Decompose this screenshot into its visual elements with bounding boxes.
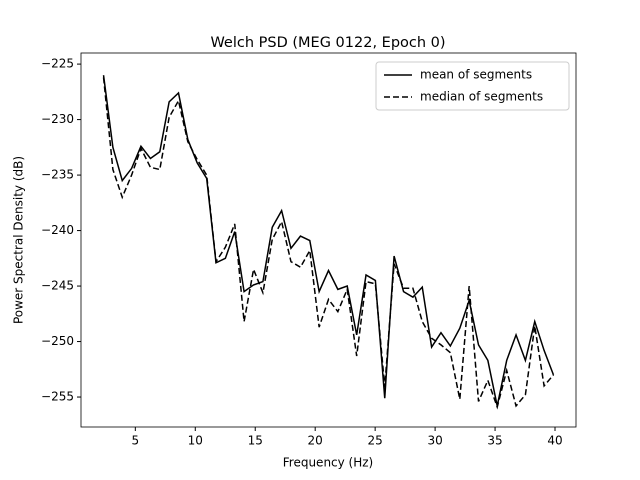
- y-tick-label: −240: [41, 223, 74, 237]
- chart-title: Welch PSD (MEG 0122, Epoch 0): [210, 35, 445, 51]
- series-line: [102, 77, 555, 410]
- x-tick-label: 25: [368, 434, 383, 448]
- plot-frame: [80, 52, 577, 428]
- y-tick-label: −255: [41, 390, 74, 404]
- series-line: [102, 75, 555, 407]
- y-tick-label: −230: [41, 112, 74, 126]
- y-tick-label: −225: [41, 57, 74, 71]
- x-tick-label: 10: [188, 434, 203, 448]
- legend-box: [375, 61, 570, 111]
- x-tick-label: 40: [547, 434, 562, 448]
- y-axis-label: Power Spectral Density (dB): [12, 156, 26, 324]
- y-tick-label: −235: [41, 168, 74, 182]
- x-axis-label: Frequency (Hz): [283, 456, 374, 470]
- y-tick-label: −250: [41, 334, 74, 348]
- y-tick-label: −245: [41, 279, 74, 293]
- legend-label: mean of segments: [420, 68, 532, 82]
- x-tick-label: 5: [132, 434, 140, 448]
- x-tick-label: 35: [487, 434, 502, 448]
- legend-label: median of segments: [420, 90, 543, 104]
- x-tick-label: 15: [248, 434, 263, 448]
- x-tick-label: 20: [308, 434, 323, 448]
- x-tick-label: 30: [427, 434, 442, 448]
